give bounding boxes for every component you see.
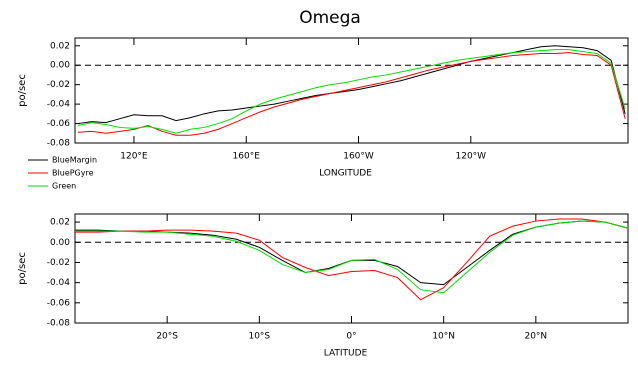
y-tick-label: -0.04 — [47, 100, 71, 110]
y-tick-label: -0.04 — [47, 278, 71, 288]
x-tick-label: 10°N — [432, 332, 455, 342]
y-tick-label: -0.06 — [47, 298, 71, 308]
chart-title: Omega — [299, 8, 361, 28]
y-tick-label: 0.00 — [50, 61, 70, 71]
series-line — [77, 52, 626, 136]
legend-label: BlueMargin — [52, 156, 97, 165]
y-tick-label: 0.02 — [50, 218, 70, 228]
y-tick-label: 0.00 — [50, 238, 70, 248]
y-axis-label: po/sec — [17, 252, 28, 285]
y-tick-label: -0.08 — [47, 319, 71, 329]
x-tick-label: 20°N — [524, 332, 547, 342]
x-tick-label: 10°S — [248, 332, 270, 342]
series-line — [75, 220, 629, 294]
y-tick-label: -0.02 — [47, 258, 70, 268]
y-tick-label: -0.02 — [47, 80, 70, 90]
series-line — [77, 49, 626, 134]
x-tick-label: 20°S — [156, 332, 178, 342]
series-line — [75, 218, 629, 301]
x-tick-label: 120°E — [120, 152, 148, 162]
x-axis-label: LONGITUDE — [319, 169, 372, 179]
x-tick-label: 160°E — [233, 152, 261, 162]
series-line — [77, 45, 626, 125]
x-tick-label: 120°W — [456, 152, 487, 162]
plot-frame — [74, 37, 629, 144]
y-tick-label: -0.08 — [47, 139, 71, 149]
x-tick-label: 160°W — [343, 152, 374, 162]
x-axis-label: LATITUDE — [324, 349, 368, 359]
y-tick-label: -0.06 — [47, 119, 71, 129]
legend-label: Green — [52, 182, 76, 191]
y-tick-label: 0.02 — [50, 41, 70, 51]
legend-label: BluePGyre — [52, 169, 94, 178]
y-axis-label: po/sec — [17, 74, 28, 107]
x-tick-label: 0° — [346, 332, 356, 342]
